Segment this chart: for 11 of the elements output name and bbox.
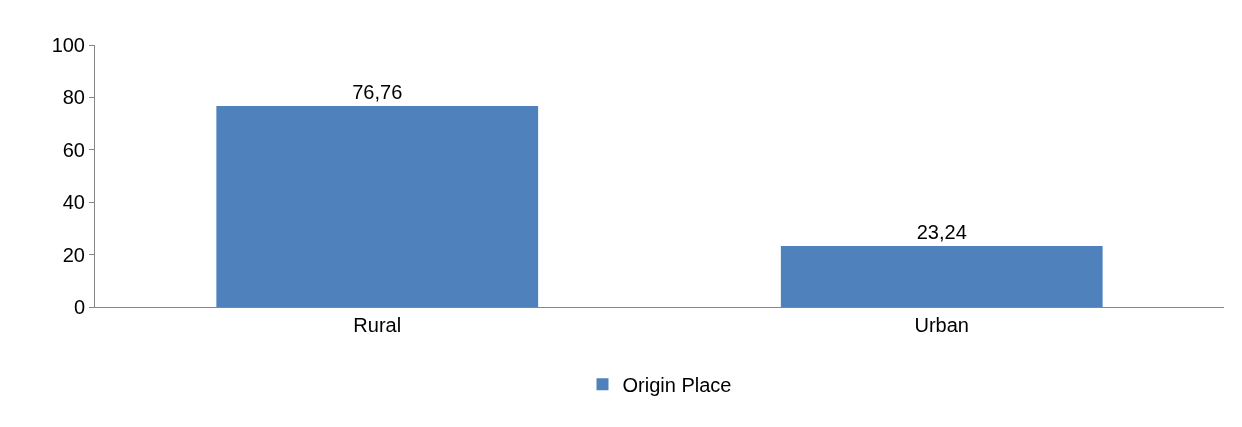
x-tick-label: Rural (353, 314, 402, 336)
y-tick-label: 40 (62, 191, 85, 214)
y-tick-label: 20 (62, 243, 85, 266)
data-label: 76,76 (352, 80, 403, 103)
x-tick-label: Urban (914, 314, 969, 336)
y-tick-label: 60 (62, 138, 85, 161)
y-tick-label: 0 (73, 296, 85, 318)
y-tick-label: 80 (62, 86, 85, 109)
legend-label: Origin Place (622, 373, 732, 396)
data-label: 23,24 (916, 221, 967, 244)
y-tick-label: 100 (51, 34, 85, 56)
